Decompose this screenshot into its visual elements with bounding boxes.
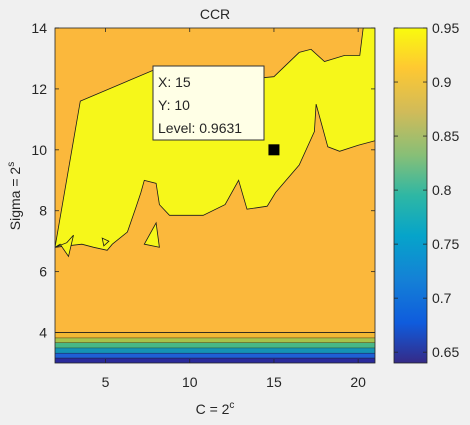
x-tick-label: 20 xyxy=(350,374,366,390)
y-axis-ticks: 4 6 8 10 12 14 xyxy=(31,20,375,341)
y-axis-label-sup: s xyxy=(6,162,17,167)
colorbar-tick-label: 0.95 xyxy=(432,20,459,36)
y-tick-label: 4 xyxy=(39,325,47,341)
colorbar-tick-label: 0.85 xyxy=(432,128,459,144)
datatip-marker[interactable] xyxy=(268,144,280,156)
colorbar-tick-label: 0.8 xyxy=(432,182,452,198)
colorbar-gradient xyxy=(393,27,428,364)
colorbar-tick-label: 0.75 xyxy=(432,236,459,252)
x-axis-label: C = 2c xyxy=(196,400,235,417)
datatip-box xyxy=(152,65,265,141)
y-tick-label: 14 xyxy=(31,20,47,36)
low-band xyxy=(55,347,375,353)
x-tick-label: 10 xyxy=(182,374,198,390)
low-band xyxy=(55,332,375,338)
colorbar: 0.65 0.7 0.75 0.8 0.85 0.9 0.95 xyxy=(393,20,459,364)
y-tick-label: 12 xyxy=(31,81,47,97)
low-band xyxy=(55,337,375,343)
datatip-y: Y: 10 xyxy=(158,97,190,113)
x-tick-label: 5 xyxy=(102,374,110,390)
colorbar-tick-label: 0.9 xyxy=(432,74,452,90)
datatip-level: Level: 0.9631 xyxy=(158,120,242,136)
colorbar-tick-label: 0.65 xyxy=(432,344,459,360)
plot-frame xyxy=(54,27,376,364)
datatip-x: X: 15 xyxy=(158,74,191,90)
x-tick-label: 15 xyxy=(266,374,282,390)
chart-title: CCR xyxy=(200,6,230,22)
high-region-island xyxy=(101,237,110,247)
y-tick-label: 6 xyxy=(39,264,47,280)
high-region-island xyxy=(143,221,160,248)
low-band xyxy=(55,352,375,358)
low-level-bands xyxy=(55,332,375,363)
y-axis-label: Sigma = 2s xyxy=(6,162,23,230)
low-band xyxy=(55,357,375,363)
x-axis-ticks: 5 10 15 20 xyxy=(102,28,366,390)
low-band xyxy=(55,342,375,348)
colorbar-tick-label: 0.7 xyxy=(432,290,452,306)
y-tick-label: 8 xyxy=(39,203,47,219)
datatip[interactable]: X: 15 Y: 10 Level: 0.9631 xyxy=(152,65,280,156)
y-tick-label: 10 xyxy=(31,142,47,158)
high-region-island xyxy=(55,234,74,258)
x-axis-label-sup: c xyxy=(229,400,234,411)
colorbar-ticks: 0.65 0.7 0.75 0.8 0.85 0.9 0.95 xyxy=(394,20,459,360)
